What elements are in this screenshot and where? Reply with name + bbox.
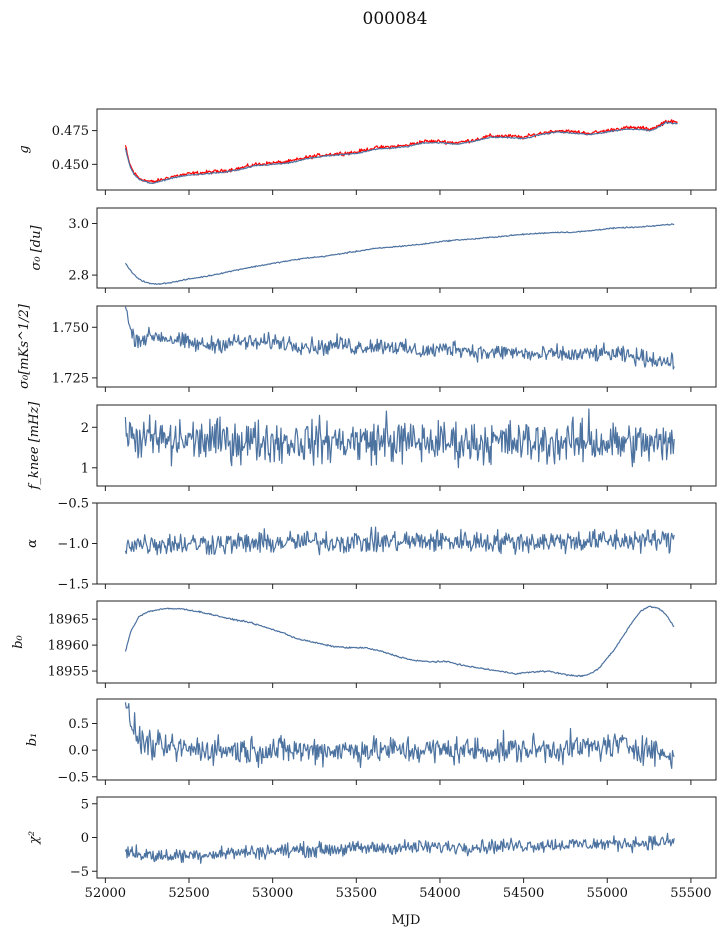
panel-7-ylabel: b₁: [25, 733, 40, 747]
panel-3-ytick-label: 1.750: [52, 321, 89, 336]
x-tick-label: 52500: [168, 886, 209, 901]
panel-8-ytick-label: 5: [81, 797, 89, 812]
panel-3-series-1: [124, 306, 675, 370]
x-tick-label: 54500: [503, 886, 544, 901]
panel-2-ytick-label: 3.0: [68, 217, 89, 232]
panel-8-ytick-label: −5: [70, 865, 89, 880]
panel-3-frame: [96, 305, 717, 388]
panel-8-series-1: [124, 832, 675, 864]
x-axis-label: MJD: [392, 913, 421, 928]
panel-6-series-1: [124, 605, 675, 678]
x-tick-label: 55500: [670, 886, 711, 901]
x-tick-label: 53500: [336, 886, 377, 901]
panel-2-series-1: [124, 223, 675, 285]
panel-1-series-1: [124, 119, 678, 183]
panel-8-ytick-label: 0: [81, 831, 89, 846]
panel-6: 18955 18960 18965 b₀: [11, 600, 717, 688]
panel-6-ytick-label: 18955: [48, 665, 89, 680]
panel-6-ytick-label: 18960: [48, 639, 89, 654]
panel-1-ytick-label: 0.475: [52, 124, 89, 139]
panel-1-ytick-label: 0.450: [52, 158, 89, 173]
x-tick-label: 55000: [587, 886, 628, 901]
panel-8-frame: [96, 796, 717, 879]
panel-7-ytick-label: 0.0: [68, 744, 89, 759]
panel-2-ylabel: σ₀ [du]: [29, 225, 44, 271]
panel-2-ytick-label: 2.8: [68, 269, 89, 284]
panel-4-series-1: [124, 408, 675, 469]
x-tick-label: 53000: [252, 886, 293, 901]
panel-1-ylabel: g: [17, 145, 32, 153]
panels-container: 0.450 0.475 g 2.8 3.0 σ₀ [du] 1.725 1.750 σ₀[mKs…: [11, 108, 717, 901]
panel-4: 1 2 f_knee [mHz]: [27, 401, 717, 491]
panel-3-ylabel: σ₀[mKs^1/2]: [17, 303, 32, 389]
panel-6-frame: [96, 600, 717, 684]
x-tick-label: 52000: [85, 886, 126, 901]
panel-5: −1.5 −1.0 −0.5 α: [25, 497, 717, 593]
panel-7-frame: [96, 698, 717, 781]
panel-5-ytick-label: −0.5: [57, 497, 89, 512]
figure-title: 000084: [363, 9, 428, 29]
panel-6-ylabel: b₀: [11, 634, 26, 648]
panel-5-ytick-label: −1.0: [57, 537, 89, 552]
panel-1: 0.450 0.475 g: [17, 108, 717, 195]
panel-1-frame: [96, 108, 717, 191]
panel-6-ytick-label: 18965: [48, 613, 89, 628]
panel-3: 1.725 1.750 σ₀[mKs^1/2]: [17, 303, 717, 392]
x-tick-label: 54000: [419, 886, 460, 901]
panel-7-series-1: [124, 702, 675, 770]
panel-5-series-1: [124, 526, 675, 556]
panel-8-ylabel: χ²: [27, 831, 42, 845]
panel-8: −5 0 5 52000 52500 53000 53500 54000 54500 55000 5…: [27, 796, 717, 901]
panel-4-ytick-label: 2: [81, 421, 89, 436]
panel-5-ytick-label: −1.5: [57, 578, 89, 593]
panel-2-frame: [96, 207, 717, 289]
panel-2: 2.8 3.0 σ₀ [du]: [29, 207, 717, 293]
panel-4-ylabel: f_knee [mHz]: [27, 401, 42, 491]
panel-5-ylabel: α: [25, 539, 40, 548]
panel-7-ytick-label: 0.5: [68, 717, 89, 732]
panel-1-series-2: [124, 121, 678, 184]
panel-3-ytick-label: 1.725: [52, 371, 89, 386]
panel-4-frame: [96, 404, 717, 487]
panel-7-ytick-label: −0.5: [57, 770, 89, 785]
panel-4-ytick-label: 1: [81, 461, 89, 476]
panel-7: −0.5 0.0 0.5 b₁: [25, 698, 717, 785]
